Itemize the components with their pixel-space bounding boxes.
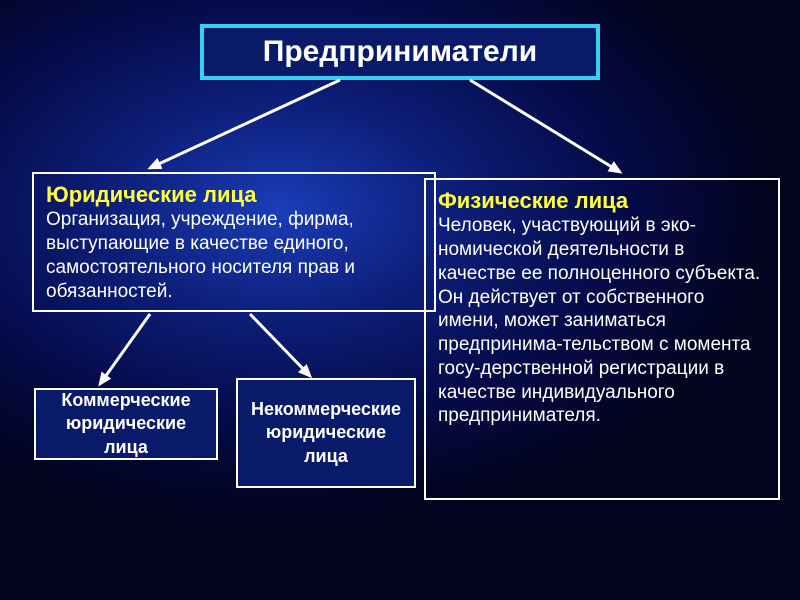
- legal-entities-node: Юридические лица Организация, учреждение…: [32, 172, 436, 312]
- noncommercial-node: Некоммерческие юридические лица: [236, 378, 416, 488]
- noncommercial-label: Некоммерческие юридические лица: [250, 398, 402, 468]
- commercial-node: Коммерческие юридические лица: [34, 388, 218, 460]
- physical-body: Человек, участвующий в эко-номической де…: [438, 214, 766, 428]
- title-text: Предприниматели: [263, 35, 537, 69]
- commercial-label: Коммерческие юридические лица: [48, 389, 204, 459]
- physical-persons-node: Физические лица Человек, участвующий в э…: [424, 178, 780, 500]
- legal-heading: Юридические лица: [46, 182, 422, 208]
- legal-body: Организация, учреждение, фирма, выступаю…: [46, 208, 422, 303]
- title-node: Предприниматели: [200, 24, 600, 80]
- physical-heading: Физические лица: [438, 188, 766, 214]
